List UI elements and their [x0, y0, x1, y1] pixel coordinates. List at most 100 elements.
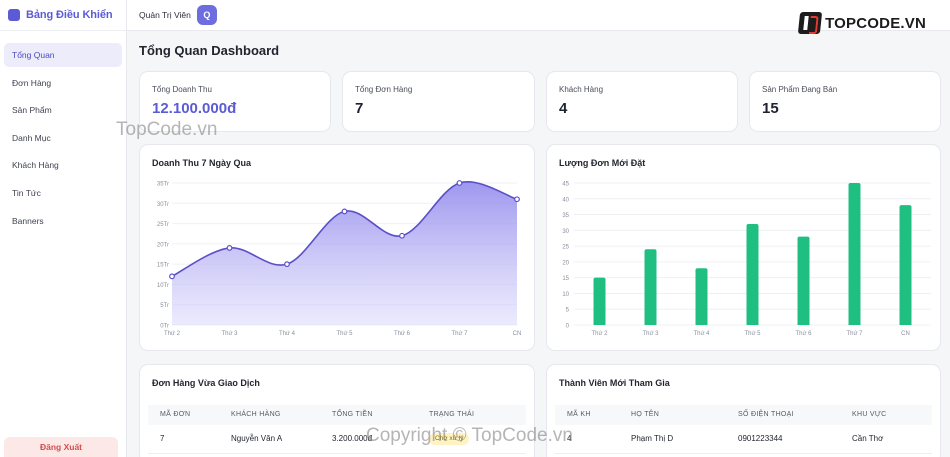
row-divider — [148, 453, 526, 454]
stat-card-customers: Khách Hàng 4 — [546, 71, 738, 132]
brand-logo-icon — [8, 9, 20, 21]
sidebar-item-news[interactable]: Tin Tức — [12, 187, 41, 198]
brand-title: Bảng Điều Khiển — [26, 9, 113, 21]
top-header: Quản Trị Viên Q TOPCODE.VN — [127, 0, 950, 34]
column-header: HỌ TÊN — [631, 411, 660, 418]
x-tick-label: Thứ 7 — [451, 331, 468, 337]
stat-card-products: Sản Phẩm Đang Bán 15 — [749, 71, 941, 132]
data-point — [399, 232, 405, 239]
x-tick-label: Thứ 3 — [642, 331, 659, 337]
order-total: 3.200.000đ — [332, 434, 373, 443]
sidebar-item-orders[interactable]: Đơn Hàng — [12, 77, 52, 88]
x-tick-label: Thứ 4 — [693, 331, 710, 337]
page-title: Tổng Quan Dashboard — [139, 43, 280, 58]
bar — [899, 205, 912, 325]
avatar[interactable]: Q — [196, 5, 217, 25]
y-tick-label: 0 — [566, 324, 570, 330]
order-id: 7 — [160, 434, 165, 443]
stat-label: Khách Hàng — [559, 85, 604, 94]
data-point — [284, 261, 290, 268]
sidebar-item-products[interactable]: Sản Phẩm — [12, 105, 52, 116]
orders-chart: 0 5 10 15 20 25 30 35 40 45 Thứ 2 Thứ 3 Thứ 4 Thứ 5 Th… — [562, 182, 931, 337]
x-tick-label: Thứ 2 — [591, 331, 608, 337]
admin-label: Quản Trị Viên — [139, 10, 191, 20]
y-tick-label: 40 — [562, 197, 569, 203]
stat-value: 7 — [355, 100, 364, 117]
y-tick-label: 10 — [562, 292, 569, 298]
table-header: MÃ KH HỌ TÊN SỐ ĐIỆN THOẠI KHU VỰC — [555, 405, 932, 425]
row-divider — [555, 453, 932, 454]
topcode-logo: TOPCODE.VN — [797, 12, 926, 34]
bar — [746, 224, 759, 325]
member-area: Cần Thơ — [852, 434, 884, 443]
stat-label: Sản Phẩm Đang Bán — [762, 85, 838, 94]
y-tick-label: 0Tr — [160, 324, 169, 330]
logout-button[interactable]: Đăng Xuất — [4, 437, 118, 457]
table-header: MÃ ĐƠN KHÁCH HÀNG TỔNG TIỀN TRẠNG THÁI — [148, 405, 526, 425]
y-tick-label: 35Tr — [157, 182, 169, 188]
sidebar-item-categories[interactable]: Danh Mục — [12, 132, 51, 143]
orders-chart-card: Lượng Đơn Mới Đặt 0 5 10 15 20 25 30 35 40 45 Thứ … — [546, 144, 941, 351]
bar — [695, 268, 708, 325]
y-tick-label: 30 — [562, 229, 569, 235]
column-header: TRẠNG THÁI — [429, 411, 475, 418]
revenue-area — [172, 181, 517, 325]
revenue-chart: 0Tr 5Tr 10Tr 15Tr 20Tr 25Tr 30Tr 35Tr Thứ 2 Thứ 3… — [157, 180, 522, 337]
data-point — [514, 196, 520, 203]
data-point — [169, 273, 175, 280]
stat-card-orders: Tổng Đơn Hàng 7 — [342, 71, 535, 132]
y-tick-label: 35 — [562, 213, 569, 219]
y-tick-label: 5 — [566, 308, 570, 314]
table-title: Đơn Hàng Vừa Giao Dịch — [152, 378, 260, 388]
y-tick-label: 30Tr — [157, 202, 169, 208]
stat-value: 12.100.000đ — [152, 100, 237, 117]
logo-text: TOPCODE.VN — [825, 14, 926, 32]
bar — [644, 249, 657, 325]
member-name: Phạm Thị D — [631, 434, 674, 443]
table-title: Thành Viên Mới Tham Gia — [559, 378, 670, 388]
column-header: TỔNG TIỀN — [332, 411, 373, 418]
sidebar-nav: Tổng Quan Đơn Hàng Sản Phẩm Danh Mục Khá… — [0, 31, 126, 233]
x-tick-label: Thứ 5 — [336, 331, 353, 337]
y-tick-label: 10Tr — [157, 283, 169, 289]
y-tick-label: 25Tr — [157, 222, 169, 228]
new-members-card: Thành Viên Mới Tham Gia MÃ KH HỌ TÊN SỐ … — [546, 364, 941, 457]
stat-card-revenue: Tổng Doanh Thu 12.100.000đ — [139, 71, 331, 132]
sidebar-item-customers[interactable]: Khách Hàng — [12, 160, 59, 171]
status-badge: Chờ xử lý — [429, 433, 470, 445]
sidebar-item-banners[interactable]: Banners — [12, 215, 44, 226]
member-phone: 0901223344 — [738, 434, 783, 443]
x-tick-label: CN — [513, 331, 522, 337]
y-tick-label: 25 — [562, 245, 569, 251]
data-point — [456, 180, 463, 186]
chart-title: Doanh Thu 7 Ngày Qua — [152, 158, 252, 168]
column-header: MÃ KH — [567, 411, 591, 418]
topcode-logo-icon — [797, 12, 823, 34]
column-header: KHÁCH HÀNG — [231, 411, 281, 418]
x-tick-label: Thứ 4 — [279, 331, 296, 337]
member-id: 4 — [567, 434, 572, 443]
data-point — [341, 208, 348, 215]
recent-orders-card: Đơn Hàng Vừa Giao Dịch MÃ ĐƠN KHÁCH HÀNG… — [139, 364, 535, 457]
x-tick-label: CN — [901, 331, 910, 337]
data-point — [226, 245, 233, 251]
y-tick-label: 45 — [562, 182, 569, 188]
y-tick-label: 15Tr — [157, 263, 169, 269]
bar — [848, 183, 861, 325]
bar — [593, 277, 606, 325]
stat-label: Tổng Doanh Thu — [152, 85, 212, 94]
sidebar: Bảng Điều Khiển Tổng Quan Đơn Hàng Sản P… — [0, 0, 127, 457]
x-tick-label: Thứ 3 — [221, 331, 238, 337]
sidebar-item-overview[interactable]: Tổng Quan — [4, 43, 122, 67]
x-tick-label: Thứ 7 — [846, 331, 863, 337]
x-tick-label: Thứ 6 — [795, 331, 812, 337]
column-header: SỐ ĐIỆN THOẠI — [738, 411, 794, 418]
column-header: KHU VỰC — [852, 411, 887, 418]
order-customer: Nguyễn Văn A — [231, 434, 283, 443]
y-tick-label: 20Tr — [157, 242, 169, 248]
brand[interactable]: Bảng Điều Khiển — [0, 0, 126, 31]
chart-title: Lượng Đơn Mới Đặt — [559, 158, 646, 168]
stat-value: 15 — [762, 100, 779, 117]
column-header: MÃ ĐƠN — [160, 411, 191, 418]
stat-value: 4 — [559, 100, 568, 117]
